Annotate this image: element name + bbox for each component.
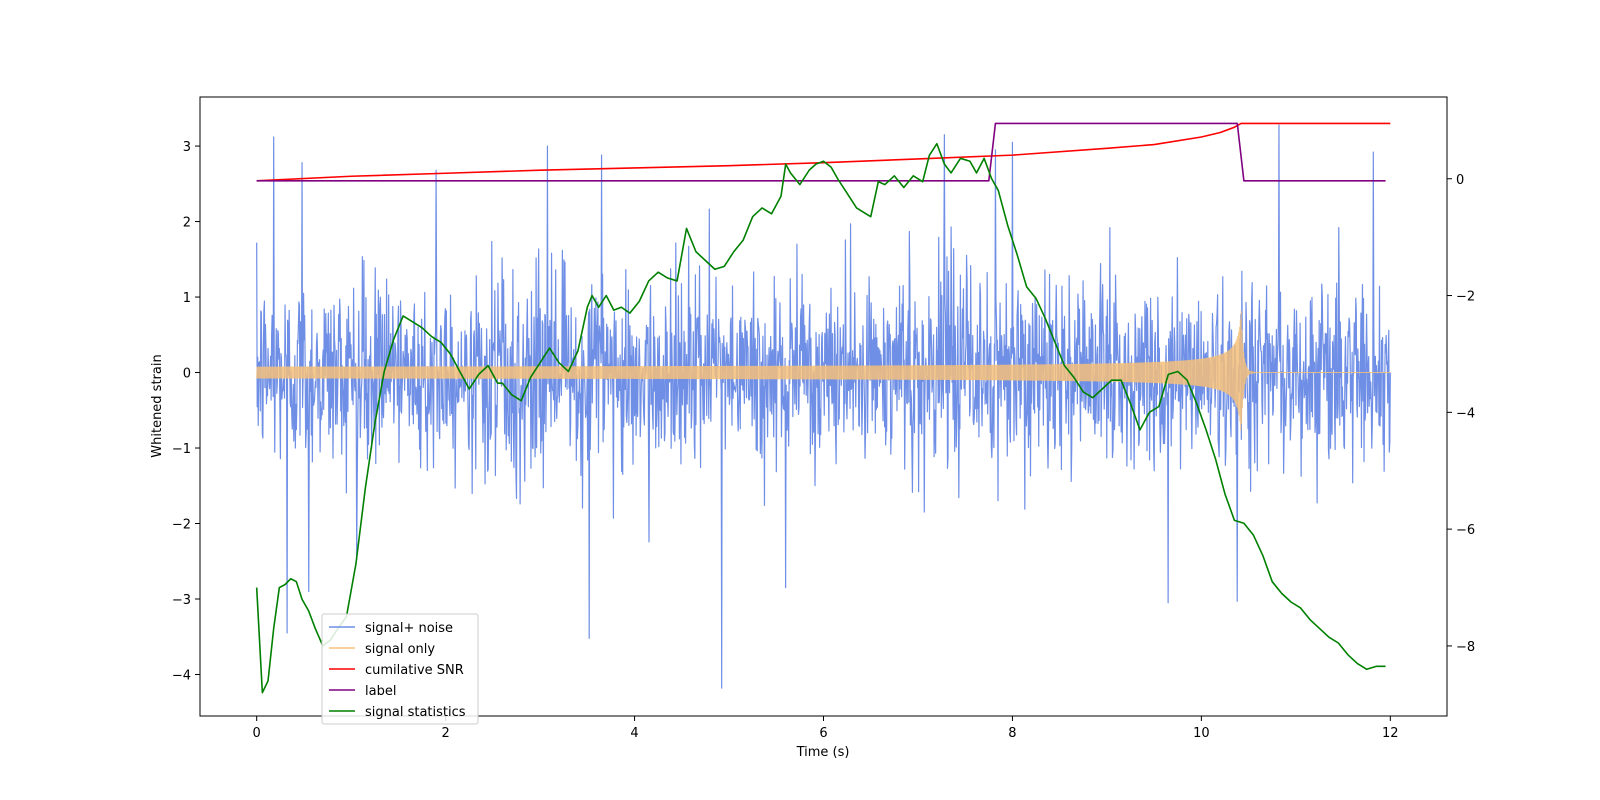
- y-tick-label: −3: [172, 593, 191, 608]
- y-tick-label: 3: [183, 140, 191, 155]
- y-axis-label: Whitened strain: [150, 354, 165, 457]
- x-tick-label: 4: [630, 726, 638, 741]
- x-tick-label: 12: [1382, 726, 1399, 741]
- y-tick-label: −1: [172, 442, 191, 457]
- y-tick-label: −2: [172, 518, 191, 533]
- legend-entry: signal statistics: [365, 705, 466, 720]
- series-cumilative-snr: [256, 122, 1391, 182]
- series-label: [256, 122, 1386, 182]
- y2-tick-label: 0: [1456, 173, 1464, 188]
- series-signal-statistics: [255, 142, 1386, 694]
- y-tick-label: 2: [183, 216, 191, 231]
- legend: signal+ noise signal only cumilative SNR la…: [321, 613, 479, 725]
- legend-box: [321, 613, 479, 725]
- y-axis-ticks: −4 −3 −2 −1 0 1 2 3: [172, 140, 200, 683]
- x-tick-label: 10: [1193, 726, 1210, 741]
- x-tick-label: 2: [441, 726, 449, 741]
- y2-tick-label: −6: [1456, 523, 1475, 538]
- x-tick-label: 6: [819, 726, 827, 741]
- x-axis-label: Time (s): [796, 745, 850, 760]
- legend-entry: signal+ noise: [365, 621, 453, 636]
- y2-tick-label: −2: [1456, 290, 1475, 305]
- series-layer: [255, 122, 1391, 694]
- legend-entry: signal only: [365, 642, 435, 657]
- y-tick-label: 1: [183, 291, 191, 306]
- legend-entry: label: [365, 684, 396, 699]
- y2-tick-label: −4: [1456, 406, 1475, 421]
- series-signal-only: [256, 310, 1391, 431]
- x-tick-label: 8: [1008, 726, 1016, 741]
- y-tick-label: 0: [183, 367, 191, 382]
- legend-entry: cumilative SNR: [365, 663, 464, 678]
- y-tick-label: −4: [172, 668, 191, 683]
- y2-tick-label: −8: [1456, 640, 1475, 655]
- secondary-y-axis-ticks: −8 −6 −4 −2 0: [1447, 173, 1475, 655]
- x-tick-label: 0: [253, 726, 261, 741]
